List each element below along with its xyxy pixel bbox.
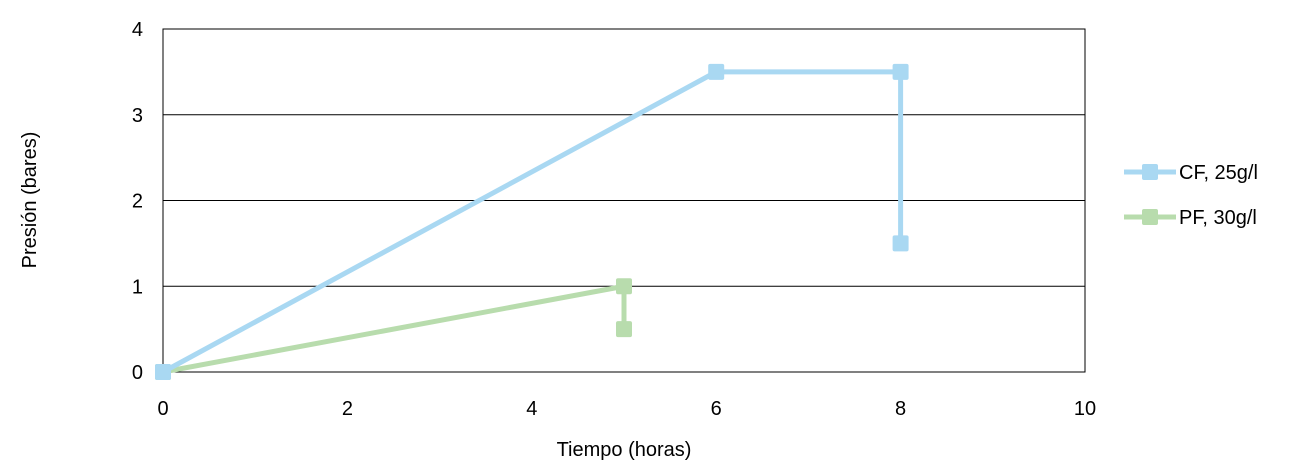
x-tick-label: 2 bbox=[342, 398, 353, 420]
data-point bbox=[708, 63, 725, 80]
data-point bbox=[616, 278, 632, 295]
series-line bbox=[162, 283, 627, 375]
legend: CF, 25g/l PF, 30g/l bbox=[1124, 162, 1258, 229]
y-tick-label: 4 bbox=[132, 19, 143, 41]
series-line bbox=[161, 69, 904, 375]
data-point bbox=[155, 364, 171, 380]
legend-swatch-marker bbox=[1142, 209, 1158, 225]
series-0 bbox=[155, 63, 909, 380]
series-1 bbox=[155, 278, 632, 380]
series-layer bbox=[155, 63, 909, 380]
x-tick-label: 4 bbox=[526, 398, 537, 420]
legend-label: CF, 25g/l bbox=[1179, 162, 1258, 184]
x-tick-label: 10 bbox=[1074, 398, 1096, 420]
x-tick-label: 6 bbox=[711, 398, 722, 420]
data-point bbox=[616, 321, 632, 338]
y-tick-label: 0 bbox=[132, 362, 143, 384]
x-axis-title: Tiempo (horas) bbox=[557, 439, 692, 461]
x-tick-label: 0 bbox=[157, 398, 168, 420]
legend-item: PF, 30g/l bbox=[1124, 207, 1257, 229]
legend-swatch-marker bbox=[1142, 164, 1158, 180]
y-tick-label: 1 bbox=[132, 276, 143, 298]
data-point bbox=[892, 63, 909, 80]
plot-area bbox=[162, 28, 1086, 373]
tick-labels: 0 1 2 3 4 0 2 4 6 8 10 bbox=[132, 19, 1096, 420]
legend-label: PF, 30g/l bbox=[1179, 207, 1257, 229]
y-tick-label: 2 bbox=[132, 191, 143, 213]
x-tick-label: 8 bbox=[895, 398, 906, 420]
legend-item: CF, 25g/l bbox=[1124, 162, 1258, 184]
y-tick-label: 3 bbox=[132, 105, 143, 127]
data-point bbox=[892, 235, 909, 252]
y-axis-title: Presión (bares) bbox=[19, 132, 41, 269]
